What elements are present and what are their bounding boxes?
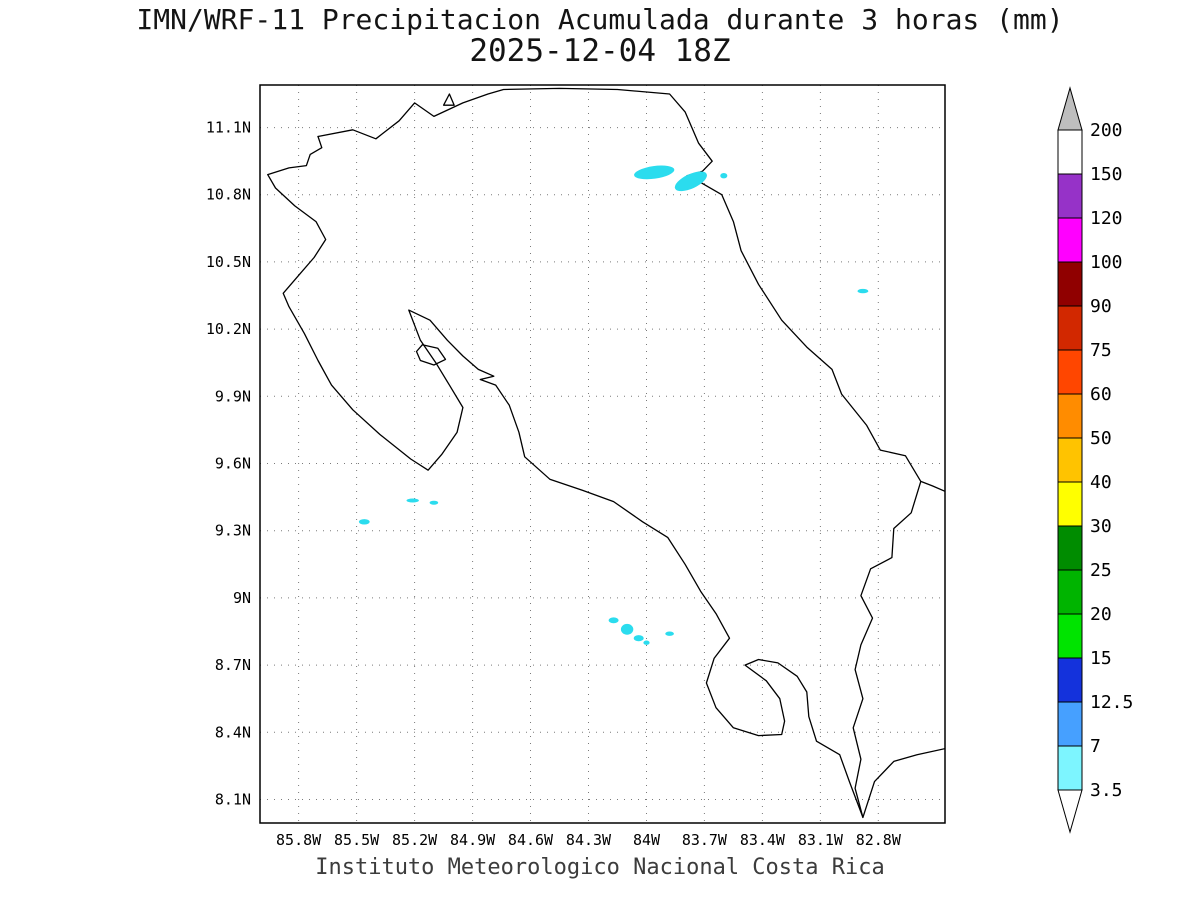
plot-border <box>259 84 946 824</box>
colorbar-segment <box>1057 569 1083 615</box>
lon-tick-label: 85.8W <box>276 831 322 849</box>
precip-patch <box>720 173 728 179</box>
colorbar-label: 40 <box>1090 472 1112 493</box>
lon-tick-label: 84W <box>633 831 661 849</box>
precip-patch <box>643 640 650 645</box>
lat-tick-label: 8.4N <box>215 723 251 741</box>
colorbar-label: 200 <box>1090 120 1123 141</box>
precip-patch <box>634 165 675 180</box>
precip-patch <box>665 631 674 636</box>
island-outline <box>442 93 455 106</box>
colorbar-segment <box>1057 481 1083 527</box>
map-title: IMN/WRF-11 Precipitacion Acumulada duran… <box>136 3 1064 36</box>
colorbar-segment <box>1057 129 1083 175</box>
lat-tick-label: 9.9N <box>215 387 251 405</box>
colorbar-label: 100 <box>1090 252 1123 273</box>
lat-tick-label: 9.3N <box>215 522 251 540</box>
colorbar-label: 60 <box>1090 384 1112 405</box>
colorbar-under-arrow <box>1057 789 1083 834</box>
lon-tick-label: 85.5W <box>334 831 380 849</box>
colorbar-label: 25 <box>1090 560 1112 581</box>
colorbar-segment <box>1057 745 1083 791</box>
colorbar-segment <box>1057 437 1083 483</box>
colorbar-segment <box>1057 701 1083 747</box>
lon-tick-label: 82.8W <box>856 831 902 849</box>
coastline <box>267 135 945 819</box>
caption: Instituto Meteorologico Nacional Costa R… <box>315 855 885 880</box>
map-subtitle: 2025-12-04 18Z <box>469 33 731 69</box>
precip-patch <box>620 623 634 635</box>
lon-tick-label: 83.1W <box>798 831 844 849</box>
precip-patch <box>406 498 419 503</box>
precip-patch <box>608 617 619 624</box>
lon-tick-label: 84.6W <box>508 831 554 849</box>
precip-patch <box>857 288 869 294</box>
colorbar-label: 150 <box>1090 164 1123 185</box>
colorbar-label: 50 <box>1090 428 1112 449</box>
coastline <box>852 480 922 819</box>
lon-tick-label: 83.4W <box>740 831 786 849</box>
precip-patch <box>358 519 370 525</box>
colorbar-label: 3.5 <box>1090 780 1123 801</box>
lat-tick-label: 10.5N <box>206 253 251 271</box>
colorbar-segment <box>1057 349 1083 395</box>
colorbar-label: 75 <box>1090 340 1112 361</box>
colorbar-segment <box>1057 525 1083 571</box>
precip-patch <box>633 635 644 642</box>
colorbar-label: 120 <box>1090 208 1123 229</box>
colorbar-segment <box>1057 305 1083 351</box>
colorbar-label: 30 <box>1090 516 1112 537</box>
colorbar-segment <box>1057 613 1083 659</box>
colorbar-label: 20 <box>1090 604 1112 625</box>
colorbar-label: 15 <box>1090 648 1112 669</box>
lat-tick-label: 9N <box>233 589 251 607</box>
lon-tick-label: 84.9W <box>450 831 496 849</box>
precip-patch <box>674 171 707 192</box>
colorbar-segment <box>1057 657 1083 703</box>
colorbar-label: 7 <box>1090 736 1101 757</box>
lat-tick-label: 8.1N <box>215 791 251 809</box>
precip-patch <box>429 500 439 505</box>
lat-tick-label: 10.8N <box>206 186 251 204</box>
lat-tick-label: 8.7N <box>215 656 251 674</box>
colorbar-segment <box>1057 261 1083 307</box>
lon-tick-label: 83.7W <box>682 831 728 849</box>
lat-tick-label: 10.2N <box>206 320 251 338</box>
colorbar-segment <box>1057 173 1083 219</box>
coastline <box>317 87 945 493</box>
colorbar-over-arrow <box>1057 86 1083 131</box>
colorbar-segment <box>1057 393 1083 439</box>
colorbar-label: 90 <box>1090 296 1112 317</box>
lat-tick-label: 11.1N <box>206 119 251 137</box>
lat-tick-label: 9.6N <box>215 455 251 473</box>
colorbar-segment <box>1057 217 1083 263</box>
lon-tick-label: 84.3W <box>566 831 612 849</box>
island-outline <box>415 344 447 366</box>
colorbar-label: 12.5 <box>1090 692 1133 713</box>
lon-tick-label: 85.2W <box>392 831 438 849</box>
